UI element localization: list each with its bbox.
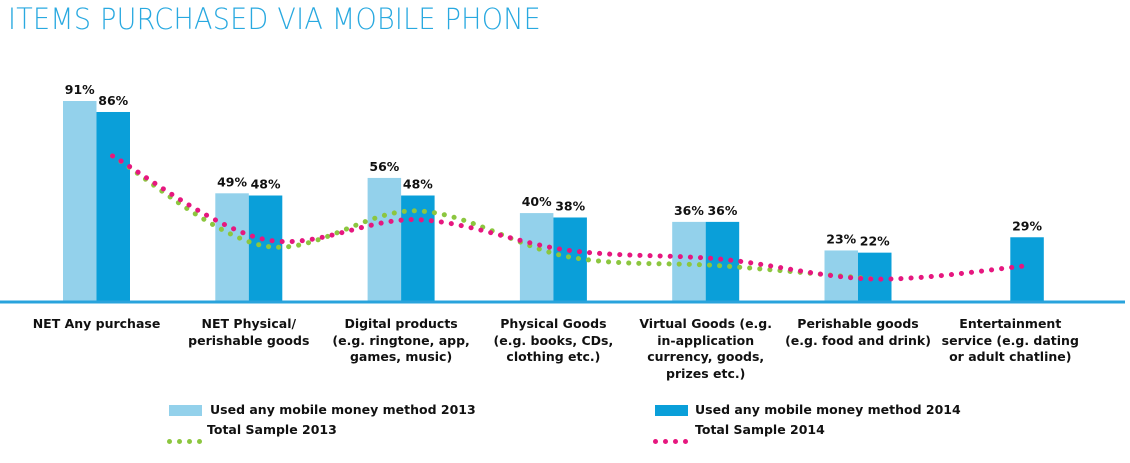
bar-2013-3 [519, 213, 554, 301]
data-label-2013-5: 23% [826, 231, 856, 246]
category-label-line: service (e.g. dating [941, 332, 1079, 348]
category-label-line: Entertainment [959, 316, 1062, 331]
bar-2013-1 [215, 193, 249, 301]
legend-label-2014-bar: Used any mobile money method 2014 [695, 402, 961, 417]
category-label-line: Virtual Goods (e.g. [639, 316, 773, 331]
data-label-2014-6: 29% [1012, 218, 1042, 233]
bar-2014-4 [705, 221, 740, 301]
line-total-sample-2014 [110, 153, 1029, 282]
category-label: Digital products (e.g. ringtone, app, game… [326, 316, 476, 366]
data-label-2013-4: 36% [674, 203, 704, 218]
category-label-line: NET Physical/ [201, 316, 297, 331]
category-label-line: or adult chatline) [949, 349, 1072, 364]
bar-2013-2 [367, 177, 402, 301]
category-label-line: (e.g. food and drink) [785, 332, 931, 348]
bar-2014-5 [858, 252, 892, 301]
category-label: NET Any purchase [22, 316, 172, 333]
category-label: Physical Goods (e.g. books, CDs, clothing … [478, 316, 628, 366]
bar-2014-3 [553, 217, 587, 301]
category-label-line: games, music) [349, 349, 453, 364]
bar-2013-0 [63, 101, 97, 301]
category-label-line: (e.g. ringtone, app, [332, 332, 470, 348]
category-label-line: Perishable goods [797, 316, 919, 331]
category-label-line: perishable goods [188, 332, 310, 348]
data-label-2014-1: 48% [251, 177, 281, 192]
data-label-2014-5: 22% [860, 234, 890, 249]
data-label-2013-3: 40% [522, 194, 552, 209]
category-label-line: Physical Goods [500, 316, 607, 331]
bar-2014-2 [401, 195, 435, 301]
data-label-2013-1: 49% [217, 174, 247, 189]
legend-label-2013-line: Total Sample 2013 [207, 422, 337, 437]
legend-swatch-2013-line [167, 429, 207, 448]
legend-label-2014-line: Total Sample 2014 [695, 422, 825, 437]
bar-2013-4 [672, 221, 706, 301]
category-label: Perishable goods (e.g. food and drink) [783, 316, 933, 349]
category-label-line: clothing etc.) [506, 349, 601, 364]
bar-2014-6 [1010, 237, 1044, 301]
category-label-line: in-application [657, 332, 755, 348]
data-label-2014-3: 38% [555, 198, 585, 213]
category-label-line: NET Any purchase [32, 316, 161, 331]
data-label-2014-4: 36% [707, 203, 737, 218]
legend-swatch-2014-bar [655, 405, 688, 416]
category-label: Virtual Goods (e.g. in-application currenc… [631, 316, 781, 382]
category-label-line: currency, goods, [647, 349, 765, 364]
legend-label-2013-bar: Used any mobile money method 2013 [210, 402, 476, 417]
data-label-2013-0: 91% [65, 82, 95, 97]
legend-swatch-2014-line [653, 429, 693, 448]
category-label: Entertainment service (e.g. dating or adul… [935, 316, 1085, 366]
legend-swatch-2013-bar [169, 405, 202, 416]
chart-title: ITEMS PURCHASED VIA MOBILE PHONE [8, 2, 541, 36]
data-label-2014-0: 86% [98, 93, 128, 108]
category-label-line: Digital products [344, 316, 458, 331]
category-label-line: (e.g. books, CDs, [493, 332, 614, 348]
data-label-2014-2: 48% [403, 177, 433, 192]
line-total-sample-2013 [110, 153, 877, 282]
category-label: NET Physical/perishable goods [174, 316, 324, 349]
category-label-line: prizes etc.) [666, 365, 746, 381]
data-label-2013-2: 56% [369, 159, 399, 174]
bar-2014-0 [96, 111, 130, 301]
